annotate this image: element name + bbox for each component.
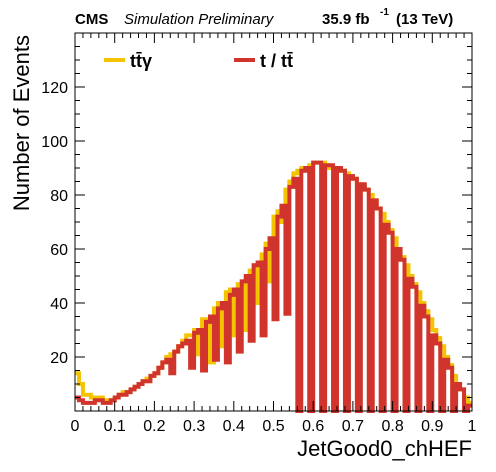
y-tick-label: 100	[41, 134, 68, 151]
energy-label: (13 TeV)	[396, 11, 453, 28]
legend-label-t-ttbar: t / tt̄	[260, 51, 293, 71]
y-axis-label: Number of Events	[9, 35, 34, 211]
chart-header: CMS Simulation Preliminary 35.9 fb -1 (1…	[75, 7, 453, 28]
y-tick-label: 120	[41, 80, 68, 97]
y-tick-label: 20	[50, 350, 68, 367]
x-axis-label: JetGood0_chHEF	[297, 436, 472, 461]
x-tick-label: 0.8	[381, 418, 403, 435]
y-tick-label: 80	[50, 188, 68, 205]
x-tick-label: 0	[71, 418, 80, 435]
x-tick-label: 0.1	[104, 418, 126, 435]
x-tick-label: 1	[468, 418, 477, 435]
y-tick-label: 60	[50, 242, 68, 259]
x-tick-label: 0.4	[223, 418, 245, 435]
series-line-t-ttbar	[75, 160, 472, 413]
lumi-label: 35.9 fb	[322, 11, 370, 28]
series-group	[75, 160, 472, 413]
experiment-label: CMS	[75, 11, 108, 28]
legend: tt̄γ t / tt̄	[104, 51, 293, 71]
x-tick-label: 0.2	[143, 418, 165, 435]
y-tick-label: 40	[50, 296, 68, 313]
lumi-exponent: -1	[380, 7, 389, 18]
x-tick-label: 0.6	[302, 418, 324, 435]
x-tick-label: 0.7	[342, 418, 364, 435]
x-tick-label: 0.3	[183, 418, 205, 435]
status-label: Simulation Preliminary	[124, 11, 275, 28]
x-axis-ticks: 0 0.1 0.2 0.3 0.4 0.5 0.6 0.7 0.8 0.9 1	[71, 33, 477, 435]
y-axis-ticks: 20 40 60 80 100 120	[41, 32, 472, 412]
x-tick-label: 0.9	[421, 418, 443, 435]
x-tick-label: 0.5	[262, 418, 284, 435]
legend-label-ttgamma: tt̄γ	[130, 51, 152, 71]
